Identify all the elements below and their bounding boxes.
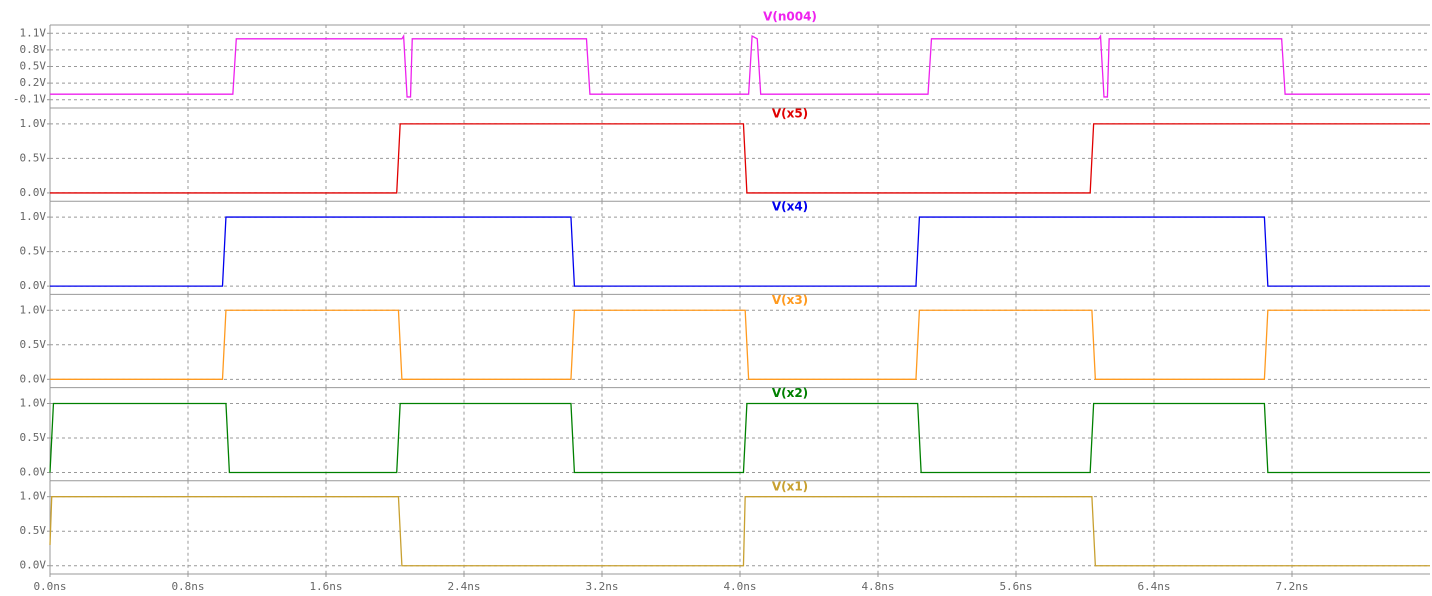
y-tick-label: 0.5V [20, 431, 47, 444]
panel-title: V(x2) [772, 386, 808, 400]
x-tick-label: 1.6ns [309, 580, 342, 593]
panel-title: V(x4) [772, 200, 808, 214]
waveform [49, 496, 1430, 567]
y-tick-label: 0.2V [20, 76, 47, 89]
panel-title: V(x3) [772, 293, 808, 307]
x-tick-label: 2.4ns [447, 580, 480, 593]
y-tick-label: 0.0V [20, 372, 47, 385]
y-tick-label: 0.5V [20, 60, 47, 73]
waveform [50, 123, 1430, 194]
y-tick-label: 0.0V [20, 466, 47, 479]
x-tick-label: 6.4ns [1137, 580, 1170, 593]
y-tick-label: 1.0V [20, 396, 47, 409]
y-tick-label: 1.0V [20, 490, 47, 503]
y-tick-label: 1.0V [20, 303, 47, 316]
y-tick-label: 0.0V [20, 279, 47, 292]
y-tick-label: 0.0V [20, 559, 47, 572]
y-tick-label: 1.1V [20, 26, 47, 39]
y-tick-label: 0.8V [20, 43, 47, 56]
y-tick-label: 0.5V [20, 524, 47, 537]
x-tick-label: 0.0ns [33, 580, 66, 593]
waveform [50, 309, 1430, 380]
waveform [50, 33, 1430, 98]
y-tick-label: 0.5V [20, 151, 47, 164]
x-tick-label: 0.8ns [171, 580, 204, 593]
x-tick-label: 4.0ns [723, 580, 756, 593]
y-tick-label: 1.0V [20, 210, 47, 223]
waveform [50, 216, 1430, 287]
panel-title: V(x5) [772, 107, 808, 121]
y-tick-label: 0.5V [20, 245, 47, 258]
y-tick-label: 0.5V [20, 338, 47, 351]
y-tick-label: -0.1V [13, 93, 46, 106]
panel-title: V(x1) [772, 479, 808, 493]
x-tick-label: 4.8ns [861, 580, 894, 593]
y-tick-label: 0.0V [20, 186, 47, 199]
waveform [49, 402, 1430, 474]
panel-title: V(n004) [763, 10, 817, 24]
x-tick-label: 7.2ns [1275, 580, 1308, 593]
y-tick-label: 1.0V [20, 117, 47, 130]
x-tick-label: 5.6ns [999, 580, 1032, 593]
x-tick-label: 3.2ns [585, 580, 618, 593]
